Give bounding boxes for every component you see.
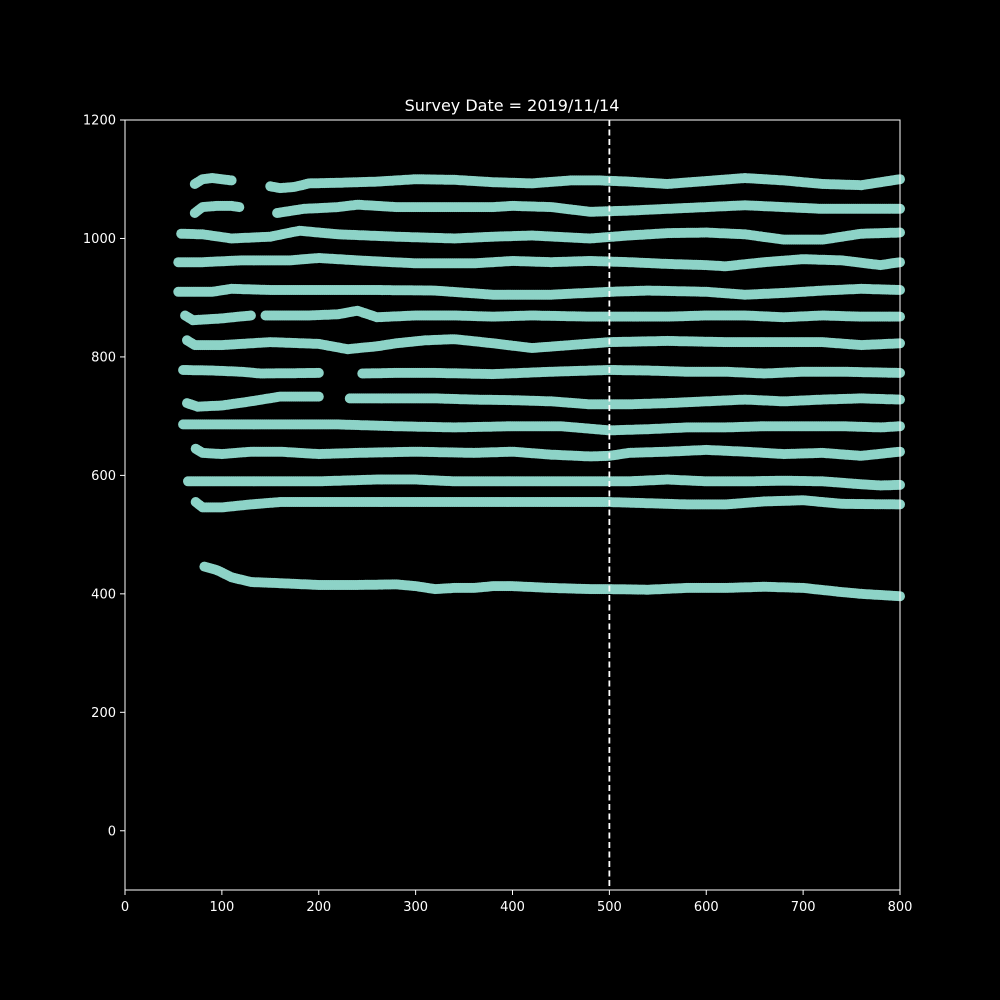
- data-point: [313, 391, 324, 402]
- data-point: [313, 367, 324, 378]
- data-point: [226, 175, 237, 186]
- data-point: [245, 310, 256, 321]
- data-points: [173, 173, 905, 602]
- chart-title: Survey Date = 2019/11/14: [405, 96, 620, 115]
- data-point: [234, 202, 245, 213]
